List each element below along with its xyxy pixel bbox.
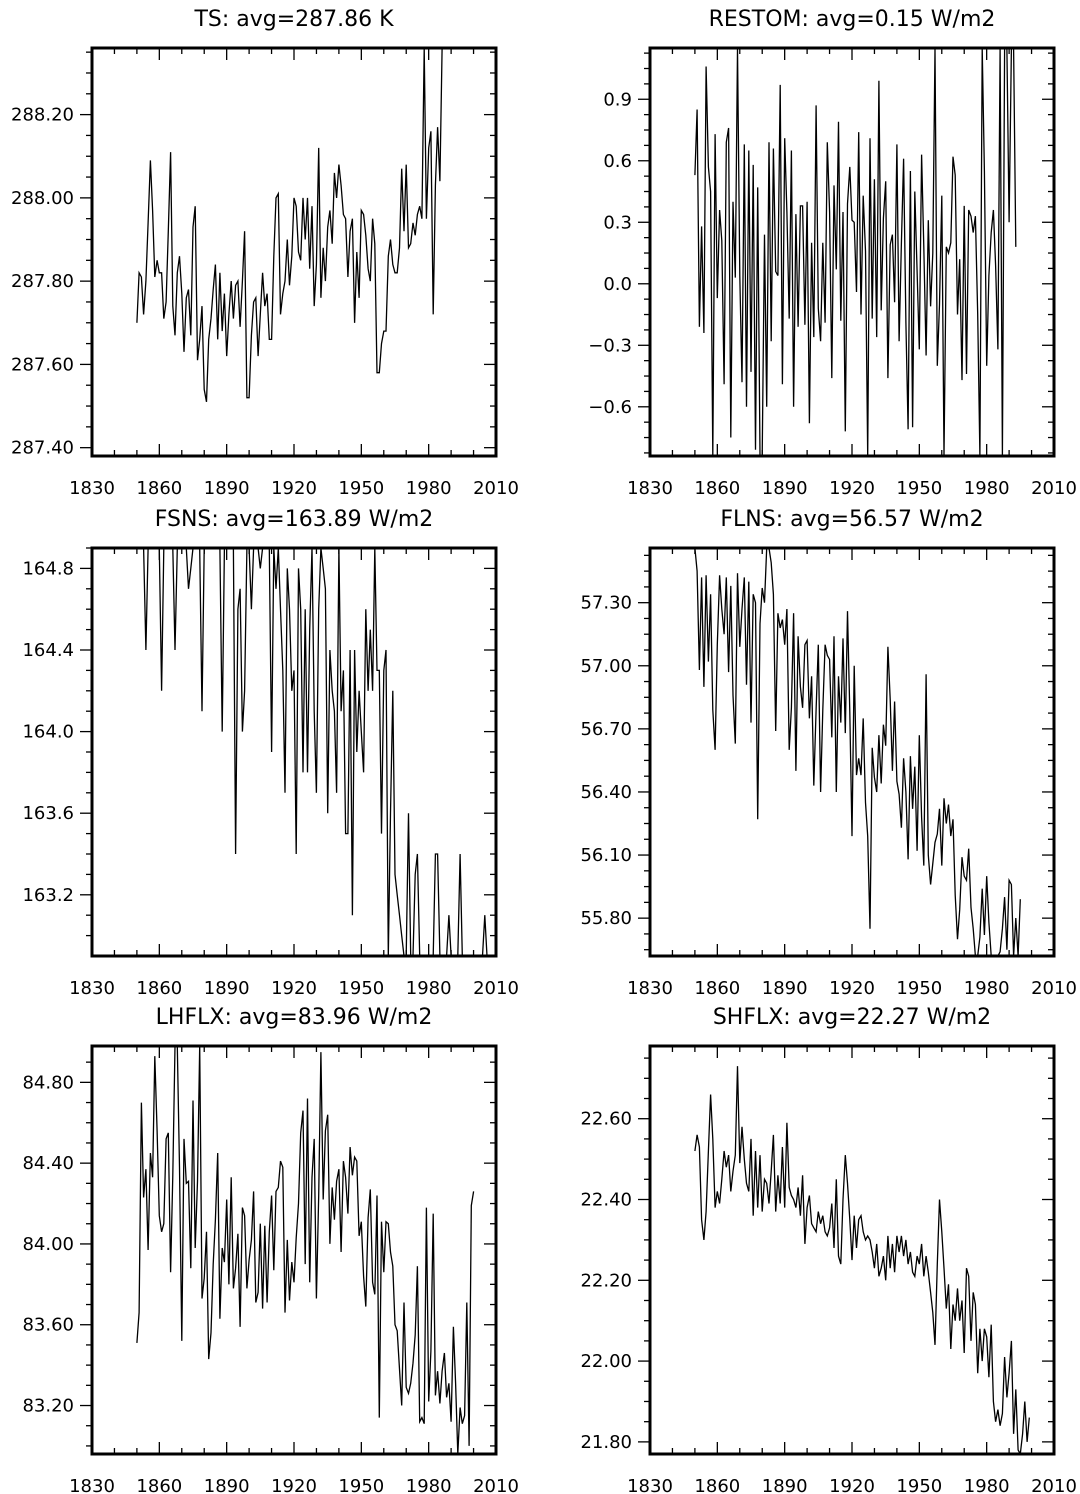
x-tick-label: 1860 <box>136 978 182 999</box>
y-tick-label: 22.60 <box>580 1109 632 1130</box>
x-tick-label: 1950 <box>896 478 942 499</box>
chart-panel-2: RESTOM: avg=0.15 W/m2 1830 1860 1890 1920 195… <box>588 7 1077 499</box>
x-tick-label: 2010 <box>473 978 519 999</box>
y-tick-label: 84.80 <box>22 1072 74 1093</box>
y-tick-label: 57.30 <box>580 593 632 614</box>
y-tick-label: −0.6 <box>588 397 632 418</box>
x-tick-label: 1830 <box>69 478 115 499</box>
x-tick-label: 1980 <box>406 978 452 999</box>
x-tick-label: 1860 <box>694 978 740 999</box>
chart-title: SHFLX: avg=22.27 W/m2 <box>713 1005 991 1030</box>
y-tick-label: 287.60 <box>11 354 74 375</box>
chart-panel-6: SHFLX: avg=22.27 W/m2 1830 1860 1890 1920 195… <box>580 1005 1076 1494</box>
y-tick-label: 164.0 <box>22 722 74 743</box>
chart-title: RESTOM: avg=0.15 W/m2 <box>709 7 996 32</box>
x-tick-label: 1920 <box>829 478 875 499</box>
plot-frame <box>90 46 498 458</box>
chart-panel-1: TS: avg=287.86 K 1830 1860 1890 1920 1950 1980… <box>11 7 519 499</box>
x-tick-label: 1860 <box>136 1476 182 1494</box>
x-tick-label: 1830 <box>69 978 115 999</box>
x-tick-label: 1920 <box>271 478 317 499</box>
x-tick-label: 1920 <box>271 1476 317 1494</box>
x-tick-label: 1950 <box>896 978 942 999</box>
y-tick-label: 56.70 <box>580 719 632 740</box>
x-tick-label: 1890 <box>204 978 250 999</box>
y-tick-label: 287.80 <box>11 271 74 292</box>
y-tick-label: 56.10 <box>580 845 632 866</box>
x-tick-label: 1830 <box>69 1476 115 1494</box>
x-tick-label: 1830 <box>627 1476 673 1494</box>
y-tick-label: 288.00 <box>11 188 74 209</box>
x-tick-label: 1890 <box>204 478 250 499</box>
x-tick-label: 2010 <box>1031 978 1077 999</box>
y-tick-label: 21.80 <box>580 1432 632 1453</box>
data-series-line <box>694 548 1021 956</box>
x-tick-label: 1890 <box>204 1476 250 1494</box>
chart-panel-4: FLNS: avg=56.57 W/m2 1830 1860 1890 1920 1950… <box>580 507 1076 999</box>
x-tick-label: 1920 <box>829 978 875 999</box>
y-tick-label: 22.40 <box>580 1190 632 1211</box>
y-tick-label: 83.20 <box>22 1396 74 1417</box>
chart-panel-5: LHFLX: avg=83.96 W/m2 1830 1860 1890 1920 195… <box>22 1005 518 1494</box>
data-series-line <box>694 48 1017 456</box>
x-tick-label: 1920 <box>829 1476 875 1494</box>
x-tick-label: 1980 <box>406 1476 452 1494</box>
y-tick-label: 164.8 <box>22 558 74 579</box>
chart-title: TS: avg=287.86 K <box>193 7 394 32</box>
chart-panel-3: FSNS: avg=163.89 W/m2 1830 1860 1890 1920 195… <box>22 507 518 999</box>
data-series-line <box>694 1066 1030 1454</box>
data-series-line <box>136 548 496 956</box>
y-tick-label: 55.80 <box>580 908 632 929</box>
data-series-line <box>136 1046 475 1454</box>
y-tick-label: 163.6 <box>22 803 74 824</box>
y-tick-label: 0.3 <box>603 212 632 233</box>
y-tick-label: 164.4 <box>22 640 74 661</box>
x-tick-label: 1920 <box>271 978 317 999</box>
x-tick-label: 1860 <box>136 478 182 499</box>
y-tick-label: 22.20 <box>580 1270 632 1291</box>
y-tick-label: 163.2 <box>22 885 74 906</box>
y-tick-label: 0.9 <box>603 89 632 110</box>
chart-title: LHFLX: avg=83.96 W/m2 <box>156 1005 433 1030</box>
x-tick-label: 1890 <box>762 1476 808 1494</box>
y-tick-label: 287.40 <box>11 438 74 459</box>
y-tick-label: 288.20 <box>11 105 74 126</box>
x-tick-label: 2010 <box>473 478 519 499</box>
x-tick-label: 2010 <box>1031 478 1077 499</box>
x-tick-label: 1890 <box>762 978 808 999</box>
x-tick-label: 1830 <box>627 978 673 999</box>
y-tick-label: 84.40 <box>22 1153 74 1174</box>
y-tick-label: 57.00 <box>580 656 632 677</box>
x-tick-label: 1980 <box>964 1476 1010 1494</box>
x-tick-label: 1860 <box>694 1476 740 1494</box>
x-tick-label: 1950 <box>338 478 384 499</box>
y-tick-label: 83.60 <box>22 1315 74 1336</box>
x-tick-label: 1980 <box>964 478 1010 499</box>
x-tick-label: 1950 <box>896 1476 942 1494</box>
x-tick-label: 1890 <box>762 478 808 499</box>
x-tick-label: 2010 <box>473 1476 519 1494</box>
y-tick-label: 22.00 <box>580 1351 632 1372</box>
x-tick-label: 1980 <box>406 478 452 499</box>
x-tick-label: 1860 <box>694 478 740 499</box>
x-tick-label: 2010 <box>1031 1476 1077 1494</box>
plot-frame <box>90 546 498 958</box>
y-tick-label: −0.3 <box>588 335 632 356</box>
x-tick-label: 1830 <box>627 478 673 499</box>
x-tick-label: 1950 <box>338 978 384 999</box>
chart-title: FLNS: avg=56.57 W/m2 <box>720 507 983 532</box>
x-tick-label: 1980 <box>964 978 1010 999</box>
chart-title: FSNS: avg=163.89 W/m2 <box>155 507 434 532</box>
data-series-line <box>136 48 443 403</box>
x-tick-label: 1950 <box>338 1476 384 1494</box>
y-tick-label: 0.0 <box>603 274 632 295</box>
y-tick-label: 0.6 <box>603 151 632 172</box>
y-tick-label: 84.00 <box>22 1234 74 1255</box>
y-tick-label: 56.40 <box>580 782 632 803</box>
